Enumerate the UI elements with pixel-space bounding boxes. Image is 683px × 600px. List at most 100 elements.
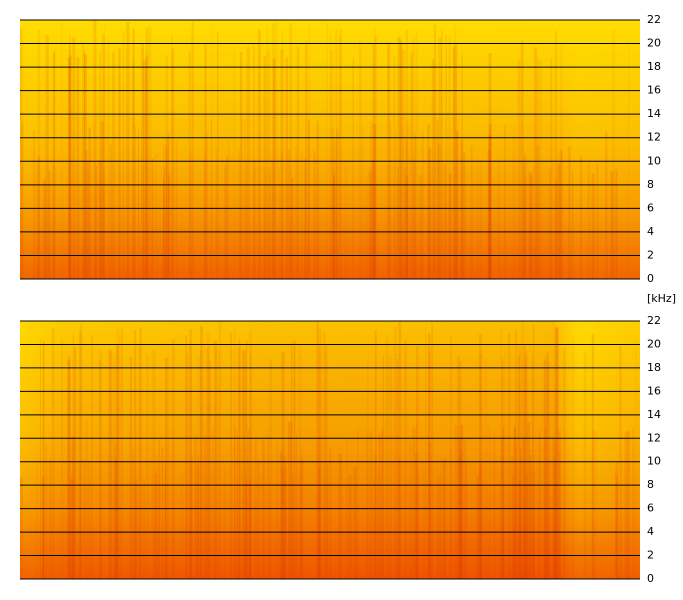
spectral-streak: [352, 57, 354, 279]
spectral-streak: [369, 431, 373, 579]
spectral-streak: [455, 155, 457, 279]
spectral-streak: [365, 176, 368, 279]
spectral-streak: [264, 170, 267, 279]
spectral-streak: [300, 451, 302, 579]
spectral-streak: [272, 58, 276, 280]
spectral-streak: [134, 126, 136, 279]
spectral-streak: [388, 357, 392, 579]
spectral-streak: [368, 171, 372, 279]
spectral-streak: [318, 466, 321, 579]
spectral-streak: [156, 457, 158, 579]
spectral-streak: [118, 48, 120, 279]
spectral-streak: [459, 450, 463, 579]
spectral-streak: [171, 34, 173, 280]
spectral-streak: [580, 155, 583, 279]
spectral-streak: [628, 45, 630, 279]
spectral-streak: [272, 23, 276, 279]
spectral-streak: [74, 346, 77, 579]
spectral-streak: [404, 340, 407, 579]
spectral-streak: [129, 357, 133, 579]
spectral-streak: [189, 464, 192, 579]
spectrogram: [20, 20, 640, 280]
spectral-streak: [412, 38, 415, 279]
spectral-streak: [72, 334, 74, 579]
spectral-streak: [132, 59, 135, 279]
spectral-streak: [591, 429, 595, 579]
spectral-streak: [227, 139, 230, 279]
spectrogram: [20, 321, 640, 579]
spectral-streak: [369, 121, 373, 279]
spectral-streak: [416, 421, 417, 579]
y-tick-label: 6: [647, 201, 654, 214]
spectral-streak: [243, 120, 246, 280]
spectral-streak: [362, 126, 364, 279]
spectral-streak: [94, 164, 98, 279]
spectral-streak: [175, 141, 178, 279]
spectral-streak: [442, 458, 445, 579]
spectral-streak: [479, 334, 482, 579]
spectral-streak: [616, 168, 618, 279]
spectral-streak: [61, 338, 63, 579]
spectral-streak: [366, 432, 369, 579]
y-tick-label: 4: [647, 225, 654, 238]
spectral-streak: [397, 459, 401, 579]
spectral-streak: [224, 465, 226, 579]
spectral-streak: [279, 452, 283, 579]
spectral-streak: [52, 51, 56, 280]
spectral-streak: [276, 442, 278, 579]
spectral-streak: [596, 163, 598, 279]
spectral-streak: [448, 173, 452, 279]
spectral-streak: [416, 346, 419, 579]
spectral-streak: [433, 25, 437, 279]
spectral-streak: [441, 28, 443, 280]
spectral-streak: [461, 54, 463, 279]
spectral-streak: [61, 24, 63, 279]
spectral-streak: [197, 355, 200, 579]
spectral-streak: [191, 21, 194, 279]
spectral-streak: [102, 170, 105, 279]
spectral-streak: [537, 56, 539, 279]
spectral-streak: [104, 24, 106, 279]
spectral-streak: [269, 359, 272, 579]
spectral-streak: [298, 345, 302, 579]
spectral-streak: [463, 152, 466, 279]
spectral-streak: [158, 475, 160, 579]
spectral-streak: [112, 51, 115, 280]
spectral-streak: [400, 40, 403, 280]
spectral-streak: [36, 464, 38, 579]
spectral-streak: [253, 45, 255, 280]
spectral-streak: [233, 327, 236, 579]
spectral-streak: [428, 148, 432, 279]
spectral-streak: [112, 353, 116, 579]
spectral-streak: [550, 59, 553, 279]
spectral-streak: [528, 172, 530, 279]
spectral-streak: [326, 463, 329, 579]
spectral-streak: [336, 129, 339, 279]
spectral-streak: [210, 120, 212, 279]
spectral-streak: [460, 140, 464, 279]
spectral-streak: [185, 335, 188, 579]
spectral-streak: [515, 445, 517, 579]
y-tick-label: 6: [647, 502, 654, 515]
spectral-streak: [563, 348, 566, 579]
spectral-streak: [295, 146, 298, 279]
spectral-streak: [266, 26, 268, 280]
spectral-streak: [158, 439, 161, 579]
spectral-streak: [546, 480, 548, 579]
spectral-streak: [488, 53, 492, 279]
spectral-streak: [427, 124, 430, 279]
spectral-streak: [190, 29, 192, 280]
spectral-streak: [237, 347, 241, 579]
spectral-streak: [524, 357, 527, 579]
spectral-streak: [595, 431, 597, 579]
spectral-streak: [370, 170, 373, 279]
spectral-streak: [293, 340, 296, 579]
spectral-streak: [389, 122, 392, 279]
spectral-streak: [45, 34, 49, 280]
spectral-streak: [533, 47, 537, 279]
spectral-streak: [374, 36, 377, 279]
spectral-streak: [549, 168, 551, 279]
spectral-streak: [206, 347, 210, 579]
spectral-streak: [332, 140, 336, 279]
